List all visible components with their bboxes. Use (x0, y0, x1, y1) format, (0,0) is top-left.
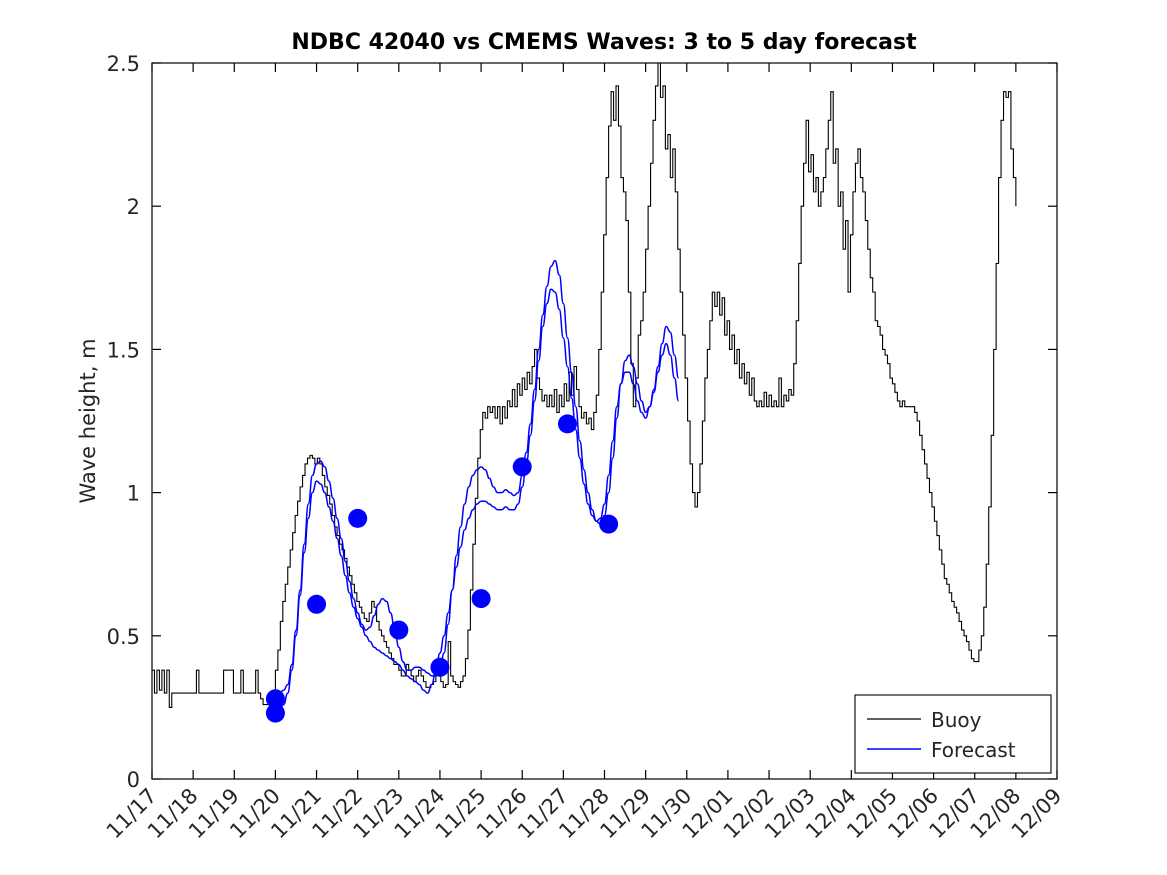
forecast-marker-7[interactable] (512, 457, 532, 477)
series-line-forecast-5-day (275, 288, 680, 714)
y-tick-label-1: 0.5 (107, 625, 140, 649)
series-line-forecast-3-day (275, 259, 680, 700)
forecast-marker-group (265, 414, 619, 723)
forecast-marker-5[interactable] (430, 657, 450, 677)
legend-label-buoy: Buoy (931, 708, 982, 732)
y-tick-label-0: 0 (127, 768, 140, 792)
y-tick-label-5: 2.5 (107, 52, 140, 76)
legend-background (854, 694, 1052, 774)
forecast-marker-9[interactable] (599, 514, 619, 534)
y-tick-label-2: 1 (127, 482, 140, 506)
y-axis: 0 0.5 1 1.5 2 2.5 (107, 52, 1057, 792)
chart-title: NDBC 42040 vs CMEMS Waves: 3 to 5 day fo… (291, 30, 917, 55)
forecast-marker-6[interactable] (471, 589, 491, 609)
axes-frame (151, 62, 1058, 780)
forecast-marker-3[interactable] (348, 508, 368, 528)
y-axis-label: Wave height, m (76, 338, 100, 503)
data-series-group (152, 62, 1017, 714)
legend-label-forecast: Forecast (931, 738, 1016, 762)
series-line-buoy (152, 62, 1017, 708)
forecast-marker-1[interactable] (265, 703, 285, 723)
forecast-marker-2[interactable] (307, 594, 327, 614)
forecast-marker-4[interactable] (389, 620, 409, 640)
y-tick-label-4: 2 (127, 195, 140, 219)
forecast-marker-8[interactable] (557, 414, 577, 434)
forecast-marker-0[interactable] (265, 689, 285, 709)
chart-legend[interactable]: Buoy Forecast (854, 694, 1052, 774)
y-tick-label-3: 1.5 (107, 338, 140, 362)
